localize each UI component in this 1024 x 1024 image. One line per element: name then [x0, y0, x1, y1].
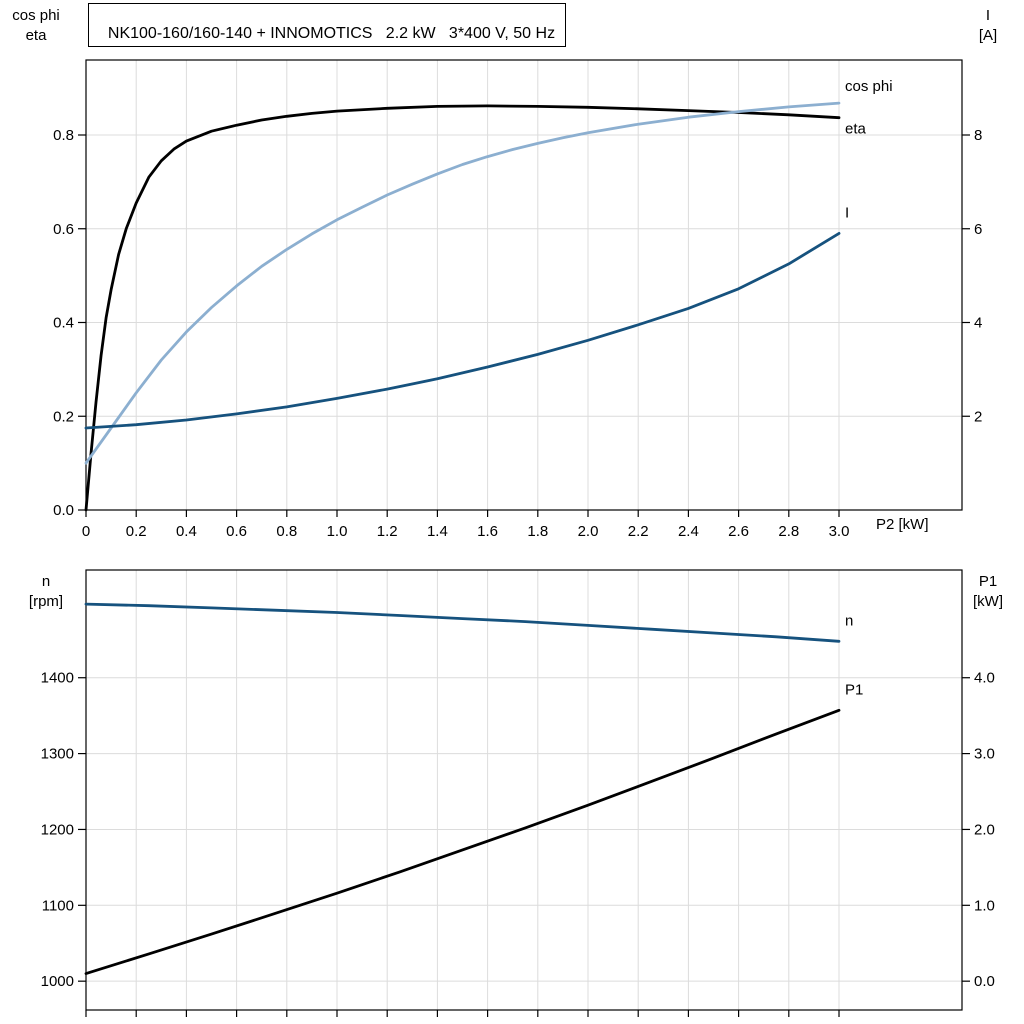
- x-tick-label: 2.6: [728, 523, 749, 540]
- left-tick-label: 1000: [41, 973, 74, 990]
- axis-title-cos-phi: cos phi: [12, 7, 60, 24]
- x-tick-label: 2.8: [778, 523, 799, 540]
- right-tick-label: 0.0: [974, 973, 995, 990]
- current-curve: [84, 231, 841, 430]
- left-tick-label: 1400: [41, 670, 74, 687]
- speed-curve: [84, 602, 841, 643]
- x-tick-label: 1.0: [327, 523, 348, 540]
- left-tick-label: 0.6: [53, 221, 74, 238]
- x-tick-label: 1.8: [527, 523, 548, 540]
- x-tick-label: 3.0: [829, 523, 850, 540]
- speed-curve-label: n: [845, 612, 853, 629]
- right-tick-label: 6: [974, 221, 982, 238]
- right-tick-label: 3.0: [974, 746, 995, 763]
- axis-title-p1-unit: [kW]: [973, 593, 1003, 610]
- p1-curve: [84, 708, 841, 975]
- x-tick-label: 0.2: [126, 523, 147, 540]
- bottom-right-axis-title: P1 [kW]: [958, 572, 1018, 612]
- right-tick-label: 8: [974, 127, 982, 144]
- current-curve-label: I: [845, 204, 849, 221]
- chart-title: NK100-160/160-140 + INNOMOTICS 2.2 kW 3*…: [107, 25, 556, 42]
- axis-title-current-unit: [A]: [978, 27, 998, 44]
- right-tick-label: 4.0: [974, 670, 995, 687]
- axis-title-speed: n: [41, 573, 51, 590]
- right-tick-label: 2: [974, 408, 982, 425]
- axis-title-eta: eta: [25, 27, 47, 44]
- x-tick-label: 1.6: [477, 523, 498, 540]
- axis-title-speed-unit: [rpm]: [28, 593, 64, 610]
- left-tick-label: 0.8: [53, 127, 74, 144]
- x-tick-label: 2.4: [678, 523, 699, 540]
- top-right-axis-title: I [A]: [958, 6, 1018, 46]
- eta-curve: [84, 104, 841, 512]
- left-tick-label: 0.4: [53, 315, 74, 332]
- x-axis-title: P2 [kW]: [876, 516, 929, 533]
- x-tick-label: 0: [82, 523, 90, 540]
- bottom-left-axis-title: n [rpm]: [12, 572, 80, 612]
- x-tick-label: 2.0: [578, 523, 599, 540]
- x-tick-label: 1.4: [427, 523, 448, 540]
- x-tick-label: 2.2: [628, 523, 649, 540]
- x-tick-label: 0.6: [226, 523, 247, 540]
- eta-curve-label: eta: [845, 121, 867, 138]
- cos-phi-curve-label: cos phi: [845, 78, 893, 95]
- plot-frame: [85, 569, 963, 1011]
- left-tick-label: 1200: [41, 821, 74, 838]
- plot-frame: [85, 59, 963, 511]
- top-left-axis-title: cos phi eta: [4, 6, 68, 46]
- p1-curve-label: P1: [845, 681, 863, 698]
- x-tick-label: 0.4: [176, 523, 197, 540]
- chart-bottom: 1000 1100 1200 1300 1400 0.0 1.0 2.0 3.0 4.0 n P1: [41, 569, 995, 1017]
- axis-title-p1: P1: [978, 573, 998, 590]
- chart-top: 0 0.2 0.4 0.6 0.8 1.0 1.2 1.4 1.6 1.8 2.0 2.2 2.4 2.6…: [53, 59, 982, 540]
- cos-phi-curve: [84, 101, 841, 465]
- right-tick-label: 4: [974, 315, 982, 332]
- left-tick-label: 0.0: [53, 502, 74, 519]
- right-tick-label: 1.0: [974, 897, 995, 914]
- chart-title-box: NK100-160/160-140 + INNOMOTICS 2.2 kW 3*…: [88, 3, 567, 47]
- left-tick-label: 1100: [42, 897, 74, 914]
- left-tick-label: 1300: [41, 746, 74, 763]
- x-tick-label: 0.8: [276, 523, 297, 540]
- x-tick-label: 1.2: [377, 523, 398, 540]
- axis-title-current: I: [985, 7, 991, 24]
- right-tick-label: 2.0: [974, 821, 995, 838]
- left-tick-label: 0.2: [53, 408, 74, 425]
